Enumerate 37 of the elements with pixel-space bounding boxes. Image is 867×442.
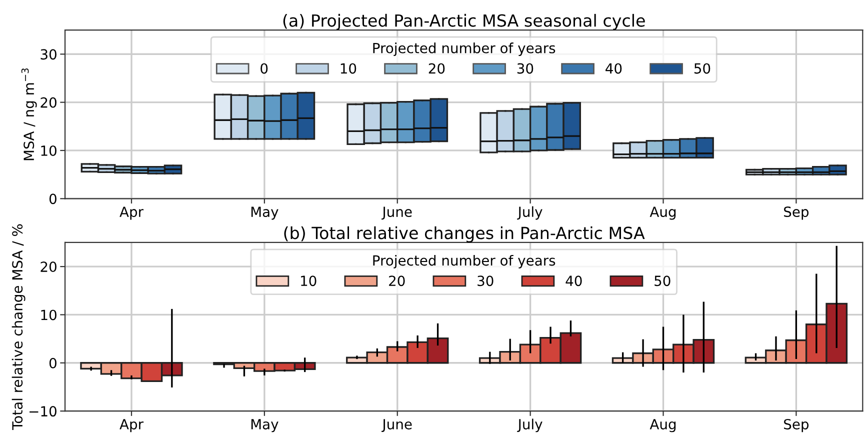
y-tick-label: 0 — [49, 194, 56, 204]
y-tick-label: −10 — [30, 406, 56, 417]
legend-label: 30 — [517, 63, 534, 74]
x-tick-label: July — [517, 418, 542, 432]
x-tick-label: Aug — [650, 206, 676, 220]
x-tick-label: June — [382, 206, 412, 220]
x-tick-label: Apr — [120, 206, 144, 220]
x-tick-label: May — [251, 206, 278, 220]
legend-title: Projected number of years — [373, 42, 556, 56]
x-tick-label: Sep — [784, 206, 809, 220]
x-tick-label: July — [517, 206, 542, 220]
chart-title: (b) Total relative changes in Pan-Arctic MSA — [284, 226, 645, 242]
legend-label: 10 — [301, 276, 316, 286]
legend-title: Projected number of years — [373, 254, 556, 268]
y-tick-label: 20 — [40, 262, 56, 272]
x-tick-label: May — [251, 419, 278, 432]
y-tick-label: 20 — [40, 97, 56, 108]
y-tick-label: 30 — [40, 49, 56, 60]
y-tick-label: 10 — [41, 145, 56, 156]
y-axis-title: MSA / ng m$^{−3}$ — [21, 68, 37, 160]
legend-label: 50 — [694, 63, 710, 74]
y-tick-label: 0 — [49, 358, 56, 368]
legend-label: 50 — [654, 276, 670, 286]
legend-label: 30 — [478, 276, 494, 286]
y-axis-title: Total relative change MSA / % — [12, 224, 26, 430]
y-tick-label: 10 — [41, 310, 56, 320]
x-tick-label: Aug — [650, 419, 676, 432]
legend-label: 10 — [340, 63, 356, 74]
x-tick-label: Sep — [784, 418, 809, 432]
legend-label: 0 — [260, 63, 268, 74]
legend-label: 20 — [389, 276, 405, 286]
legend-label: 40 — [566, 276, 582, 286]
legend-label: 20 — [428, 63, 445, 74]
chart-title: (a) Projected Pan-Arctic MSA seasonal cycle — [283, 14, 645, 30]
x-tick-label: June — [382, 419, 412, 432]
legend-label: 40 — [606, 63, 622, 74]
x-tick-label: Apr — [120, 419, 144, 432]
